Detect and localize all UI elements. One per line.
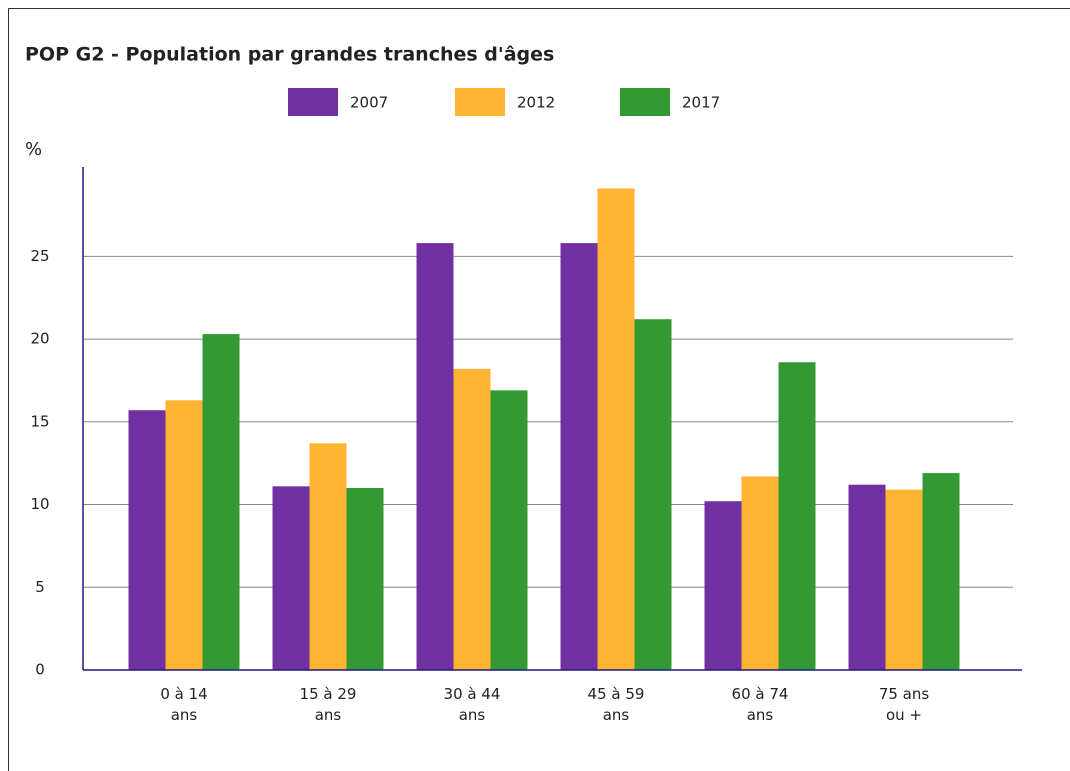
bar — [416, 243, 454, 670]
bar — [165, 400, 203, 670]
bar — [309, 443, 347, 670]
y-tick-label: 10 — [30, 495, 49, 513]
bar — [778, 362, 816, 670]
y-tick-label: 20 — [30, 330, 49, 348]
x-tick-label: 30 à 44 ans — [443, 685, 501, 724]
y-axis-label: % — [25, 139, 42, 160]
bar — [885, 489, 923, 670]
bar — [560, 243, 598, 670]
bar — [272, 486, 310, 670]
y-tick-label: 25 — [30, 247, 49, 265]
x-tick-label: 15 à 29 ans — [299, 685, 357, 724]
y-tick-label: 15 — [30, 412, 49, 430]
bar — [346, 487, 384, 670]
y-tick-label: 5 — [35, 578, 45, 596]
bar — [128, 410, 166, 670]
bar — [634, 319, 672, 670]
x-tick-label: 75 ans ou + — [878, 685, 930, 724]
legend-label: 2017 — [682, 94, 720, 112]
legend-swatch — [455, 88, 505, 116]
bar — [704, 501, 742, 670]
legend-label: 2007 — [350, 94, 388, 112]
frame — [8, 8, 1070, 771]
bar — [202, 334, 240, 670]
bar — [741, 476, 779, 670]
legend-swatch — [288, 88, 338, 116]
legend-swatch — [620, 88, 670, 116]
x-tick-label: 45 à 59 ans — [587, 685, 645, 724]
bar — [597, 188, 635, 670]
bar — [490, 390, 528, 670]
bar — [848, 484, 886, 670]
bar — [922, 473, 960, 670]
x-tick-label: 60 à 74 ans — [731, 685, 789, 724]
bar — [453, 368, 491, 670]
chart-title: POP G2 - Population par grandes tranches… — [25, 44, 554, 66]
x-tick-label: 0 à 14 ans — [160, 685, 208, 724]
y-tick-label: 0 — [35, 661, 45, 679]
legend-label: 2012 — [517, 94, 555, 112]
